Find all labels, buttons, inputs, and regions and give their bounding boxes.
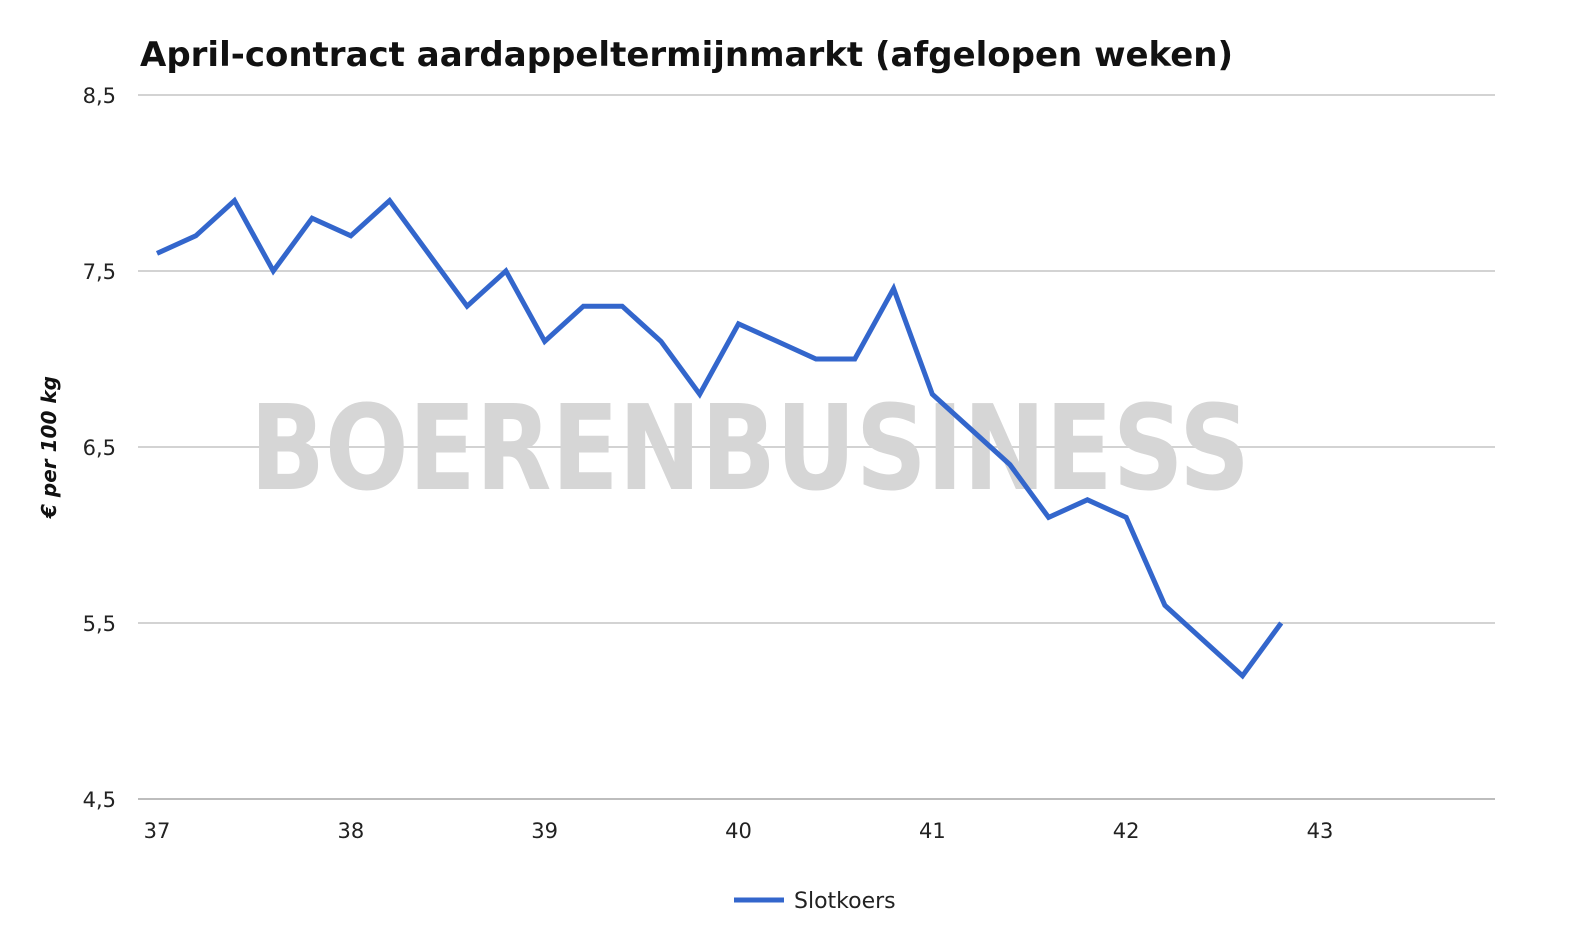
gridlines xyxy=(138,94,1495,800)
y-axis-label: € per 100 kg xyxy=(37,376,61,519)
x-tick-label: 38 xyxy=(337,819,364,843)
y-tick-label: 8,5 xyxy=(83,84,116,108)
y-tick-label: 6,5 xyxy=(83,436,116,460)
y-tick-label: 5,5 xyxy=(83,612,116,636)
series-layer xyxy=(155,196,1284,680)
x-tick-label: 40 xyxy=(725,819,752,843)
watermark-text: BOERENBUSINESS xyxy=(250,379,1250,517)
series-line-slotkoers xyxy=(155,196,1284,680)
y-tick-label: 7,5 xyxy=(83,260,116,284)
legend: Slotkoers xyxy=(734,889,896,914)
x-tick-label: 41 xyxy=(919,819,946,843)
x-tick-label: 42 xyxy=(1113,819,1140,843)
legend-label-slotkoers: Slotkoers xyxy=(794,889,896,914)
x-tick-label: 43 xyxy=(1307,819,1334,843)
x-tick-label: 37 xyxy=(144,819,171,843)
y-axis-ticks: 4,5 5,5 6,5 7,5 8,5 xyxy=(83,84,116,812)
y-tick-label: 4,5 xyxy=(83,788,116,812)
chart-title: April-contract aardappeltermijnmarkt (af… xyxy=(140,35,1233,75)
x-axis-ticks: 37 38 39 40 41 42 43 xyxy=(144,819,1334,843)
x-tick-label: 39 xyxy=(531,819,558,843)
